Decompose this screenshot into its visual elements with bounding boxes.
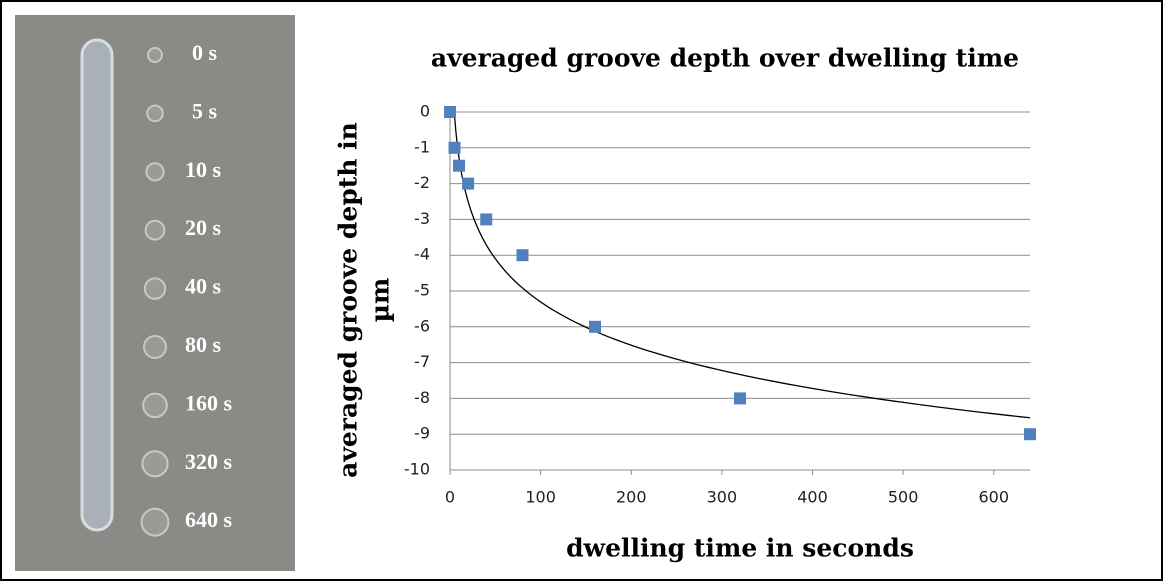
x-tick-label: 600: [978, 488, 1009, 507]
photo-label: 160 s: [185, 390, 233, 415]
photo-label: 0 s: [192, 40, 218, 65]
point: [1024, 428, 1036, 441]
photo-label: 40 s: [185, 274, 222, 299]
point: [453, 159, 466, 172]
groove: [80, 38, 114, 532]
y-tick-label: -10: [404, 460, 430, 479]
y-axis-label: averaged groove depth in: [334, 122, 363, 478]
point: [734, 392, 746, 405]
dimple: [143, 277, 167, 300]
y-tick-label: -2: [414, 173, 430, 192]
photo-label: 5 s: [192, 98, 218, 123]
photo-label: 320 s: [185, 449, 233, 474]
y-tick-label: -6: [414, 316, 430, 335]
point: [462, 177, 475, 190]
y-tick-label: -7: [414, 352, 430, 371]
x-tick-label: 200: [616, 488, 647, 507]
photo-label: 20 s: [185, 215, 222, 240]
y-tick-label: -4: [414, 245, 430, 264]
point: [516, 249, 529, 262]
y-tick-label: 0: [420, 102, 430, 121]
y-tick-label: -1: [414, 137, 430, 156]
dimple: [145, 162, 165, 182]
x-tick-label: 400: [797, 488, 828, 507]
y-tick-label: -9: [414, 424, 430, 443]
point: [589, 320, 601, 333]
photo-label: 640 s: [185, 507, 233, 532]
chart-title: averaged groove depth over dwelling time: [431, 44, 1019, 73]
y-tick-label: -8: [414, 388, 430, 407]
dimple: [140, 507, 170, 537]
point: [480, 213, 493, 226]
dimple: [143, 335, 167, 359]
dimple: [141, 450, 169, 478]
x-tick-label: 300: [707, 488, 738, 507]
point: [444, 106, 456, 118]
y-tick-label: -5: [414, 281, 430, 300]
dimple: [147, 47, 163, 63]
photo-label: 80 s: [185, 332, 222, 357]
x-tick-label: 100: [525, 488, 556, 507]
dimple: [146, 104, 164, 123]
dimple: [142, 392, 168, 419]
photo-label: 10 s: [185, 157, 222, 182]
y-axis-label: µm: [366, 278, 395, 323]
y-tick-label: -3: [414, 209, 430, 228]
x-axis-label: dwelling time in seconds: [566, 534, 914, 563]
dimple: [144, 219, 166, 241]
point: [448, 141, 461, 154]
x-tick-label: 500: [888, 488, 919, 507]
x-tick-label: 0: [445, 488, 455, 507]
